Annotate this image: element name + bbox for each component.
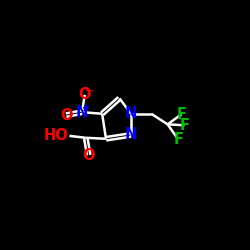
Text: O: O [60, 108, 72, 122]
Text: −: − [84, 86, 94, 96]
Text: HO: HO [44, 128, 68, 144]
Text: O: O [82, 148, 95, 163]
Text: N: N [125, 128, 137, 142]
Text: +: + [82, 103, 90, 113]
Text: N: N [125, 106, 137, 121]
Text: N: N [76, 105, 88, 120]
Text: F: F [180, 118, 190, 133]
Text: O: O [78, 87, 91, 102]
Text: F: F [176, 107, 186, 122]
Text: F: F [173, 132, 183, 147]
